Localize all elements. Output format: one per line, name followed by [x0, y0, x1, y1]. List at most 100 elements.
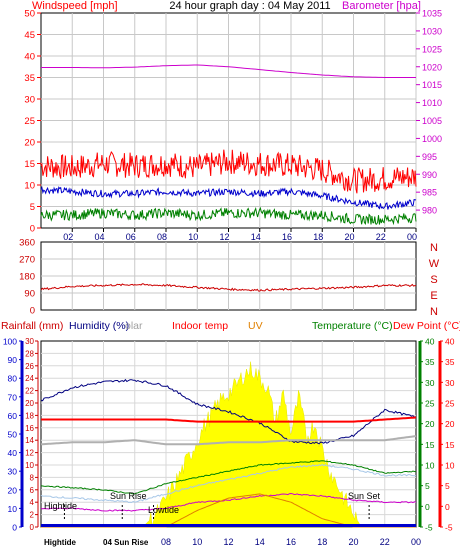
- direction-tick-label: 360: [19, 238, 35, 249]
- baro-tick-label: 1030: [422, 26, 442, 36]
- rain-tick-label: 6: [30, 486, 35, 495]
- compass-label: N: [430, 306, 438, 318]
- humidity-tick-label: 20: [8, 485, 18, 495]
- windspeed-axis-ticks: 0 5 10 15 20 25 30 35 40 45 50: [24, 9, 41, 235]
- wind-x-tick-label: 22: [376, 232, 386, 242]
- dewpoint-tick-label: 10: [445, 461, 455, 471]
- compass-label: S: [430, 274, 437, 286]
- rain-tick-label: 10: [25, 461, 34, 470]
- rain-tick-label: 24: [25, 374, 34, 383]
- rain-tick-label: 18: [25, 411, 34, 420]
- baro-tick-label: 985: [422, 188, 437, 198]
- legend-humidity: Humidity (%): [69, 320, 129, 332]
- rain-tick-label: 14: [25, 436, 34, 445]
- climate-x-tick-label: 20: [348, 537, 358, 547]
- wind-series-group: [40, 64, 417, 226]
- temperature-tick-label: 0: [425, 502, 430, 512]
- grey_line-line: [40, 435, 417, 446]
- rain-tick-label: 26: [25, 362, 34, 371]
- dewpoint-tick-label: 35: [445, 357, 455, 367]
- dewpoint-tick-label: 40: [445, 337, 455, 347]
- climate-x-tick-label: 00: [411, 537, 421, 547]
- wind-x-tick-label: 14: [251, 232, 261, 242]
- temperature-tick-label: 15: [425, 440, 435, 450]
- direction-series-group: [40, 283, 416, 292]
- hightide-annotation: Hightide: [44, 501, 77, 511]
- humidity-tick-label: 70: [8, 392, 18, 402]
- wind-tick-label: 40: [24, 52, 35, 63]
- rain-tick-label: 22: [25, 387, 34, 396]
- climate-x-tick-label: 16: [286, 537, 296, 547]
- dewpoint-tick-label: 20: [445, 419, 455, 429]
- legend-temperature: Temperature (°C): [312, 320, 393, 332]
- humidity-tick-label: 90: [8, 355, 18, 365]
- sunset-annotation: Sun Set: [348, 491, 381, 501]
- climate-series-group: [40, 378, 417, 528]
- humidity-tick-label: 50: [8, 430, 18, 440]
- graph-title: 24 hour graph day : 04 May 2011: [169, 0, 330, 12]
- humidity-line: [40, 378, 417, 445]
- wind-x-tick-label: 08: [157, 232, 167, 242]
- wind-tick-label: 5: [30, 202, 35, 213]
- legend-dew-point: Dew Point (°C): [393, 320, 460, 332]
- wind-tick-label: 10: [24, 181, 35, 192]
- baro-tick-label: 995: [422, 152, 437, 162]
- temperature-tick-label: 10: [425, 461, 435, 471]
- baro-tick-label: 980: [422, 206, 437, 216]
- direction-line: [40, 283, 416, 292]
- climate-x-tick-label: 12: [223, 537, 233, 547]
- temperature-line: [40, 460, 417, 495]
- humidity-tick-label: 60: [8, 411, 18, 421]
- baro-tick-label: 1020: [422, 62, 442, 72]
- humidity-tick-label: 40: [8, 448, 18, 458]
- legend-uv: UV: [248, 320, 263, 332]
- rain-tick-label: 0: [30, 523, 35, 532]
- baro-tick-label: 1010: [422, 98, 442, 108]
- dewpoint-tick-label: 30: [445, 378, 455, 388]
- temperature-tick-label: 25: [425, 399, 435, 409]
- direction-tick-label: 90: [24, 289, 35, 300]
- legend-solar: olar: [125, 320, 143, 332]
- humidity-tick-label: 30: [8, 467, 18, 477]
- climate-time-axis: 08 10 12 14 16 18 20 22 00: [161, 537, 421, 547]
- rain-tick-label: 4: [30, 498, 35, 507]
- climate-x-tick-label: 22: [380, 537, 390, 547]
- wind-x-tick-label: 12: [219, 232, 229, 242]
- direction-tick-label: 270: [19, 255, 35, 266]
- wind-x-tick-label: 06: [126, 232, 136, 242]
- temperature-tick-label: 20: [425, 419, 435, 429]
- rain-tick-label: 2: [30, 511, 35, 520]
- dewpoint-tick-label: 0: [445, 502, 450, 512]
- rain-tick-label: 30: [25, 337, 34, 346]
- barometer-axis-title: Barometer [hpa]: [342, 0, 421, 12]
- baro-tick-label: 1015: [422, 80, 442, 90]
- humidity-tick-label: 100: [3, 337, 17, 347]
- climate-x-tick-label: 18: [317, 537, 327, 547]
- lowtide-annotation: Lowtide: [148, 505, 179, 515]
- direction-panel-grid: [41, 242, 416, 310]
- wind-x-tick-label: 16: [282, 232, 292, 242]
- legend-rainfall: Rainfall (mm): [1, 320, 63, 332]
- direction-axis-ticks: 0 90 180 270 360: [19, 238, 35, 317]
- legend-indoor-temp: Indoor temp: [172, 320, 228, 332]
- compass-label: E: [430, 290, 437, 302]
- wind_low-line: [40, 206, 417, 226]
- humidity-tick-label: 80: [8, 374, 18, 384]
- compass-label: N: [430, 242, 438, 254]
- climate-axes-group: 0102030405060708090100024681012141618202…: [3, 337, 455, 533]
- wind-tick-label: 15: [24, 159, 35, 170]
- wind-time-axis: 02 04 06 08 10 12 14 16 18 20 22 00: [63, 228, 417, 242]
- windspeed-axis-title: Windspeed [mph]: [32, 0, 118, 12]
- climate-x-tick-label: 10: [192, 537, 202, 547]
- wind_avg-line: [40, 185, 417, 210]
- wind-x-tick-label: 00: [407, 232, 417, 242]
- direction-tick-label: 0: [30, 306, 35, 317]
- wind-tick-label: 45: [24, 30, 35, 41]
- temperature-tick-label: 40: [425, 337, 435, 347]
- barometer-line: [41, 64, 416, 78]
- dewpoint-tick-label: 5: [445, 481, 450, 491]
- wind-tick-label: 25: [24, 116, 35, 127]
- lightblue_line-line: [40, 463, 417, 504]
